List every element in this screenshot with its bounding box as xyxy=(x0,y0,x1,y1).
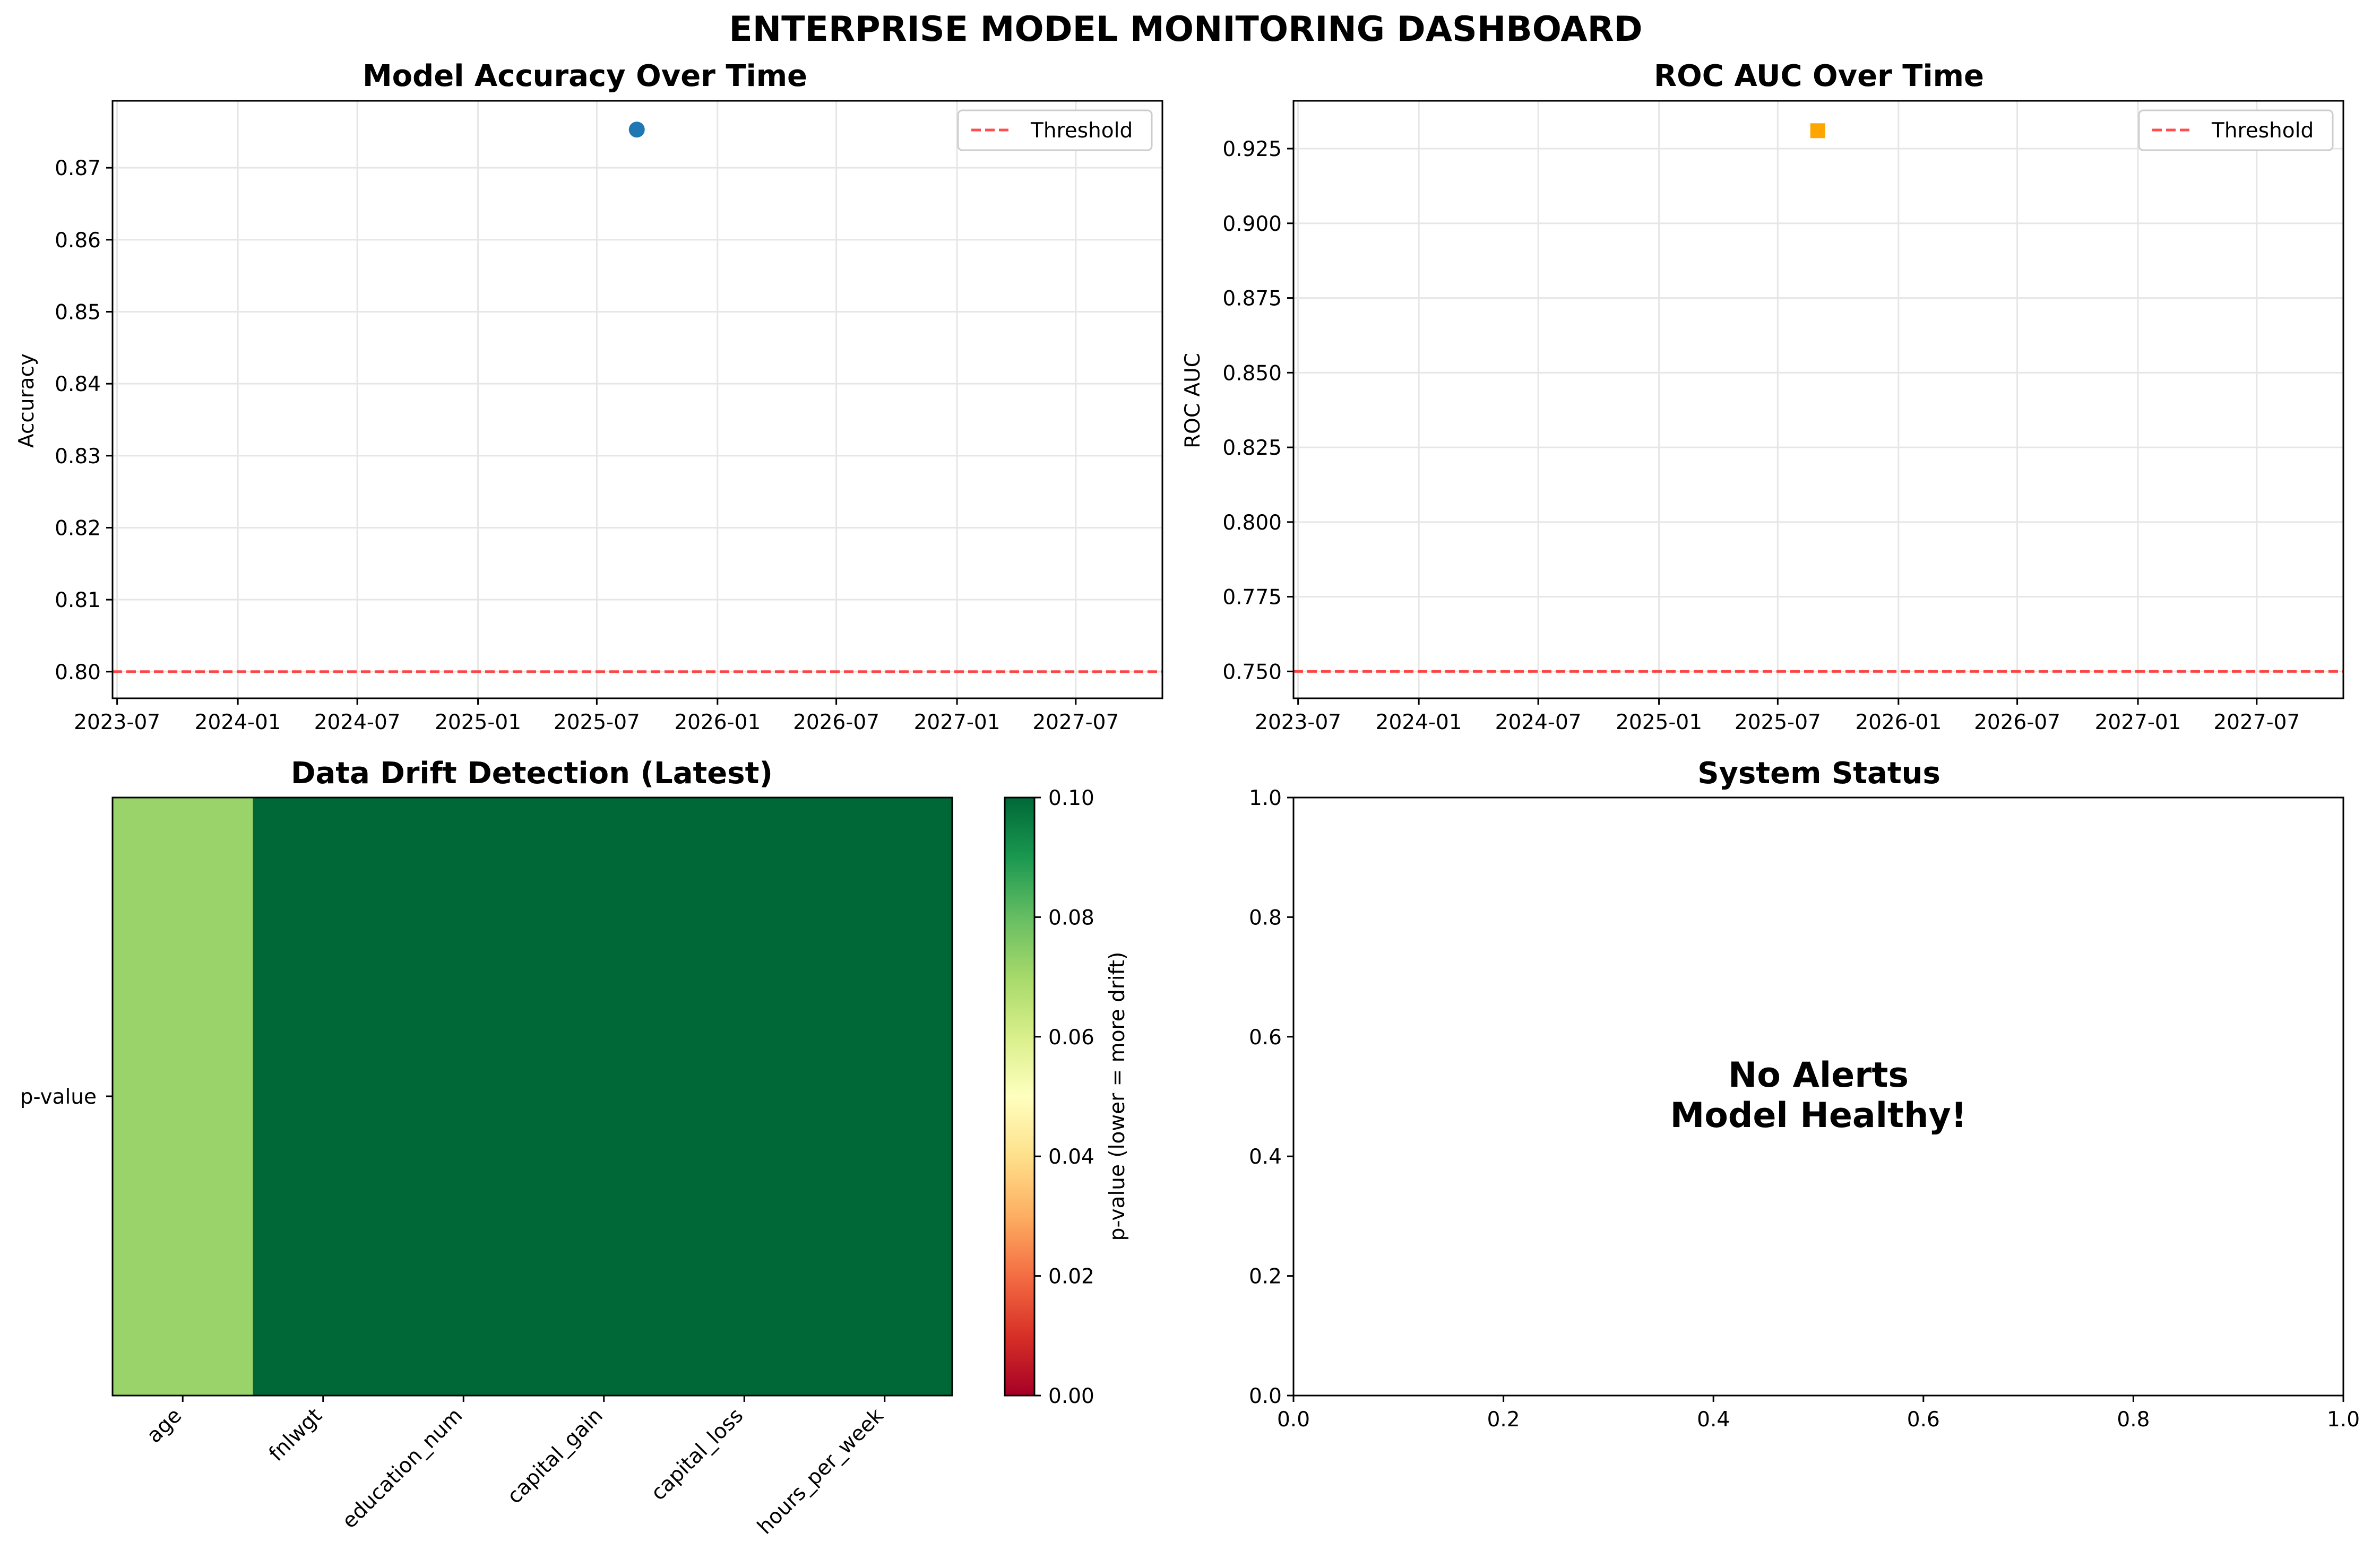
x-tick-label: 1.0 xyxy=(2327,1408,2360,1432)
x-tick-label: 2023-07 xyxy=(74,711,160,734)
x-tick-label: 2024-01 xyxy=(195,711,281,734)
y-tick-label: 0.82 xyxy=(55,516,101,540)
drift-chart-title: Data Drift Detection (Latest) xyxy=(291,756,773,791)
heatmap-cell xyxy=(814,798,952,1396)
x-tick-label: 2024-07 xyxy=(1495,711,1582,734)
roc-auc-panel: ROC AUC Over Time ROC AUC 2023-07 2024-01… xyxy=(1181,59,2344,734)
roc-auc-x-ticks: 2023-07 2024-01 2024-07 2025-01 2025-07 2026-… xyxy=(1255,698,2300,734)
x-tick-label: 2027-07 xyxy=(1032,711,1119,734)
colorbar-tick-label: 0.02 xyxy=(1048,1265,1094,1289)
colorbar-tick-label: 0.10 xyxy=(1048,786,1094,810)
y-tick-label: 0.84 xyxy=(55,372,101,396)
system-status-title: System Status xyxy=(1697,756,1940,791)
x-tick-label: 0.6 xyxy=(1907,1408,1940,1432)
system-status-x-ticks: 0.0 0.2 0.4 0.6 0.8 1.0 xyxy=(1277,1396,2360,1432)
accuracy-grid xyxy=(113,101,1162,698)
x-tick-label: 2025-07 xyxy=(1735,711,1821,734)
roc-auc-chart-title: ROC AUC Over Time xyxy=(1654,59,1984,93)
data-point xyxy=(628,122,645,138)
drift-colorbar-label: p-value (lower = more drift) xyxy=(1106,952,1129,1241)
drift-heatmap-cells xyxy=(113,798,952,1396)
drift-colorbar-ticks: 0.00 0.02 0.04 0.06 0.08 0.10 xyxy=(1034,786,1094,1408)
roc-auc-grid xyxy=(1293,101,2343,698)
accuracy-points xyxy=(628,122,645,138)
x-tick-label: 0.4 xyxy=(1697,1408,1730,1432)
roc-auc-legend-box xyxy=(2138,109,2334,151)
y-tick-label: 0.900 xyxy=(1222,212,1282,236)
y-tick-label: 0.800 xyxy=(1222,511,1282,535)
y-tick-label: 0.4 xyxy=(1249,1145,1282,1169)
roc-auc-y-ticks: 0.750 0.775 0.800 0.825 0.850 0.875 0.900 0.925 xyxy=(1222,137,1293,684)
roc-auc-legend-label: Threshold xyxy=(2211,119,2314,143)
y-tick-label: 0.8 xyxy=(1249,906,1282,930)
x-tick-label: 2023-07 xyxy=(1255,711,1341,734)
heatmap-cell xyxy=(533,798,675,1396)
accuracy-x-ticks: 2023-07 2024-01 2024-07 2025-01 2025-07 2026-… xyxy=(74,698,1119,734)
y-tick-label: 0.81 xyxy=(55,588,101,612)
x-tick-label: 2024-07 xyxy=(314,711,401,734)
x-tick-label: 2026-07 xyxy=(1974,711,2060,734)
x-tick-label: 2027-01 xyxy=(914,711,1000,734)
x-tick-label: 0.0 xyxy=(1277,1408,1310,1432)
heatmap-cell xyxy=(113,798,254,1396)
roc-auc-legend: Threshold xyxy=(2138,109,2334,151)
roc-auc-y-axis-label: ROC AUC xyxy=(1181,353,1205,448)
data-point xyxy=(1810,123,1825,138)
x-tick-label: 2027-01 xyxy=(2095,711,2181,734)
status-message-line-1: No Alerts xyxy=(1728,1055,1909,1095)
heatmap-cell xyxy=(253,798,394,1396)
dashboard-title: ENTERPRISE MODEL MONITORING DASHBOARD xyxy=(729,10,1642,49)
system-status-panel: System Status 0.0 0.2 0.4 0.6 0.8 1.0 0.00.20… xyxy=(1249,756,2360,1432)
accuracy-panel: Model Accuracy Over Time Accuracy 2023-0… xyxy=(15,59,1163,734)
y-tick-label: 0.925 xyxy=(1222,137,1282,161)
drift-colorbar: 0.00 0.02 0.04 0.06 0.08 0.10 p-value (lower … xyxy=(1004,786,1129,1408)
accuracy-y-axis-label: Accuracy xyxy=(15,353,39,448)
y-tick-label: 0.83 xyxy=(55,445,101,469)
system-status-frame xyxy=(1292,796,2344,1397)
x-tick-label: 2025-01 xyxy=(1616,711,1702,734)
y-tick-label: 0.0 xyxy=(1249,1384,1282,1408)
y-tick-label: 0.6 xyxy=(1249,1026,1282,1050)
drift-row-label: p-value xyxy=(20,1085,97,1109)
x-tick-label: 2026-01 xyxy=(1855,711,1942,734)
y-tick-label: 0.86 xyxy=(55,229,101,253)
y-tick-label: 0.87 xyxy=(55,157,101,180)
roc-auc-points xyxy=(1810,123,1825,138)
drift-colorbar-gradient xyxy=(1004,796,1036,1397)
y-tick-label: 0.875 xyxy=(1222,287,1282,311)
x-tick-label: 0.8 xyxy=(2117,1408,2150,1432)
status-message-line-2: Model Healthy! xyxy=(1670,1096,1967,1136)
roc-auc-plot-frame xyxy=(1292,100,2344,699)
x-tick-label: 2026-07 xyxy=(793,711,879,734)
y-tick-label: 0.850 xyxy=(1222,361,1282,385)
drift-y-tick: p-value xyxy=(20,1085,113,1109)
accuracy-y-ticks: 0.80 0.81 0.82 0.83 0.84 0.85 0.86 0.87 xyxy=(55,157,113,685)
y-tick-label: 1.0 xyxy=(1249,786,1282,810)
colorbar-tick-label: 0.06 xyxy=(1048,1026,1094,1050)
x-tick-label: 2025-01 xyxy=(435,711,521,734)
colorbar-tick-label: 0.04 xyxy=(1048,1145,1094,1169)
heatmap-cell xyxy=(674,798,815,1396)
accuracy-legend: Threshold xyxy=(957,109,1153,151)
y-tick-label: 0.2 xyxy=(1249,1265,1282,1289)
x-tick-label: 2025-07 xyxy=(554,711,640,734)
colorbar-tick-label: 0.00 xyxy=(1048,1384,1094,1408)
heatmap-cell xyxy=(393,798,534,1396)
x-tick-label: 0.2 xyxy=(1487,1408,1520,1432)
accuracy-plot-frame xyxy=(111,100,1163,699)
x-tick-label: 2026-01 xyxy=(674,711,761,734)
y-tick-label: 0.825 xyxy=(1222,436,1282,460)
accuracy-legend-box xyxy=(957,109,1153,151)
y-tick-label: 0.80 xyxy=(55,661,101,685)
x-tick-label: 2024-01 xyxy=(1376,711,1462,734)
colorbar-tick-label: 0.08 xyxy=(1048,906,1094,930)
accuracy-legend-label: Threshold xyxy=(1030,119,1133,143)
y-tick-label: 0.85 xyxy=(55,300,101,324)
x-tick-label: 2027-07 xyxy=(2213,711,2300,734)
y-tick-label: 0.750 xyxy=(1222,660,1282,684)
y-tick-label: 0.775 xyxy=(1222,586,1282,610)
accuracy-chart-title: Model Accuracy Over Time xyxy=(363,59,807,93)
system-status-y-ticks: 0.0 0.2 0.4 0.6 0.8 1.0 xyxy=(1249,786,1293,1408)
